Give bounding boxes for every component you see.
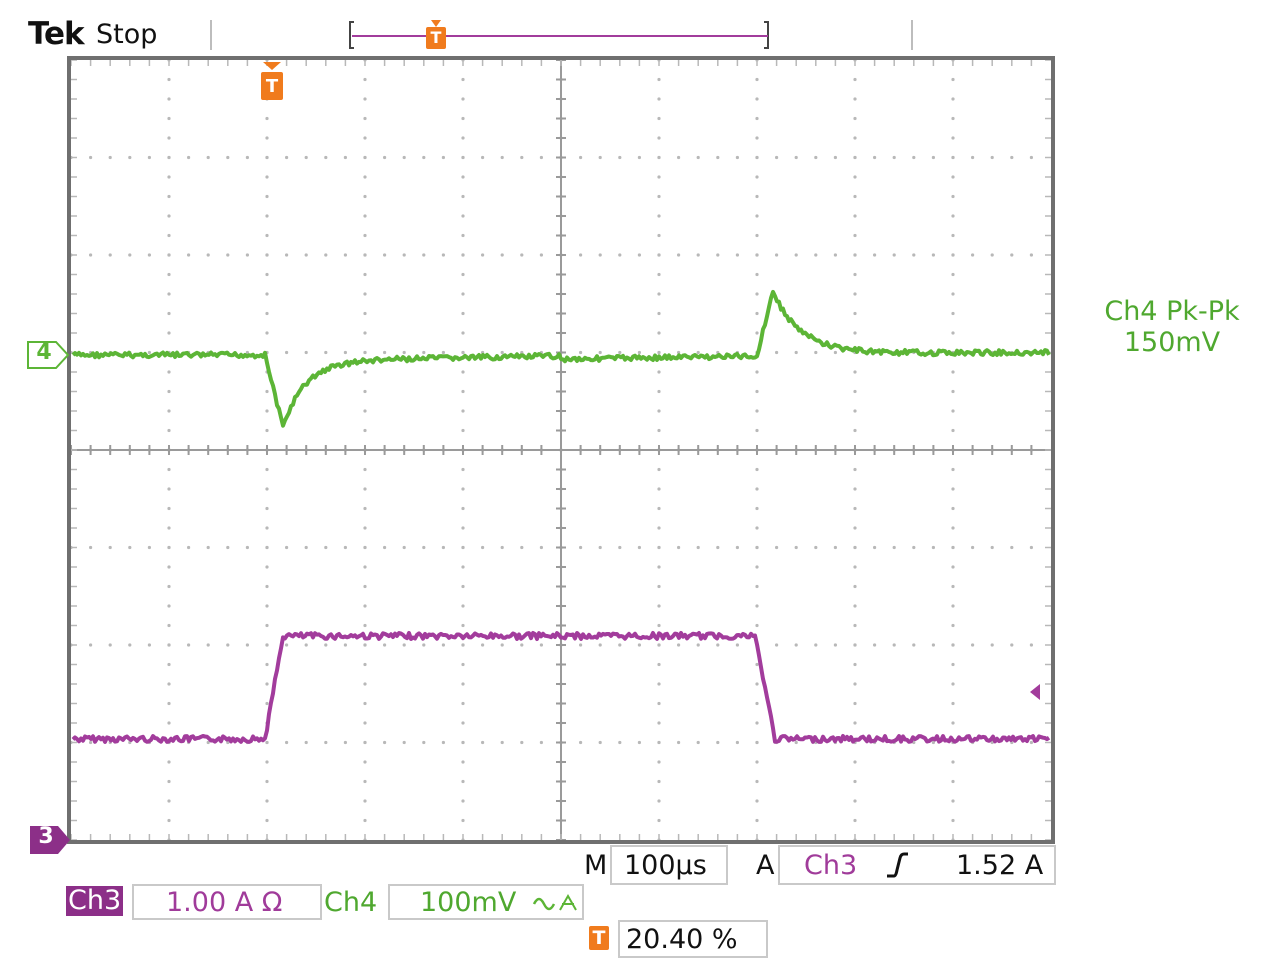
acquisition-status: Stop bbox=[96, 19, 158, 50]
trigger-box[interactable] bbox=[778, 845, 1056, 885]
trigger-position-icon: T bbox=[589, 926, 609, 950]
trigger-level-marker bbox=[1030, 684, 1040, 700]
measurement-label: Ch4 Pk-Pk bbox=[1104, 296, 1240, 327]
header-divider bbox=[911, 20, 913, 50]
ch3-scale-box[interactable] bbox=[132, 884, 322, 920]
trigger-source: Ch3 bbox=[804, 850, 858, 881]
record-trigger-icon: T bbox=[430, 28, 442, 47]
rising-edge-icon bbox=[887, 852, 908, 878]
measurement-readout: Ch4 Pk-Pk 150mV bbox=[1082, 296, 1262, 358]
graticule bbox=[69, 58, 1051, 842]
trigger-icon: T bbox=[265, 76, 279, 97]
timebase-box[interactable] bbox=[610, 845, 728, 885]
ac-coupling-icon bbox=[532, 893, 577, 911]
ch4-scale-box[interactable] bbox=[388, 884, 584, 920]
trigger-position-box[interactable] bbox=[618, 920, 768, 958]
trigger-position-value: 20.40 % bbox=[626, 924, 738, 955]
ch3-marker-label: 3 bbox=[38, 824, 54, 849]
ch3-label: Ch3 bbox=[66, 885, 124, 916]
ch4-marker-label: 4 bbox=[36, 340, 52, 365]
ch4-waveform bbox=[71, 289, 1051, 428]
timebase-label: M bbox=[584, 850, 608, 881]
trigger-level: 1.52 A bbox=[956, 850, 1044, 881]
graticule-frame bbox=[67, 56, 1055, 844]
header-divider bbox=[210, 20, 212, 50]
brand-logo: Tek bbox=[28, 16, 85, 52]
measurement-value: 150mV bbox=[1123, 327, 1221, 358]
ch4-label: Ch4 bbox=[324, 887, 378, 918]
trigger-point-marker bbox=[261, 62, 283, 100]
timebase-value: 100µs bbox=[624, 850, 707, 881]
trigger-label: A bbox=[756, 850, 775, 881]
ch3-ground-marker bbox=[30, 826, 70, 854]
ch3-waveform bbox=[71, 631, 1051, 744]
ch4-ground-marker bbox=[27, 341, 70, 369]
record-position-bar[interactable] bbox=[340, 18, 780, 54]
ch4-scale: 100mV bbox=[420, 887, 517, 918]
ch3-scale: 1.00 A Ω bbox=[166, 887, 283, 918]
